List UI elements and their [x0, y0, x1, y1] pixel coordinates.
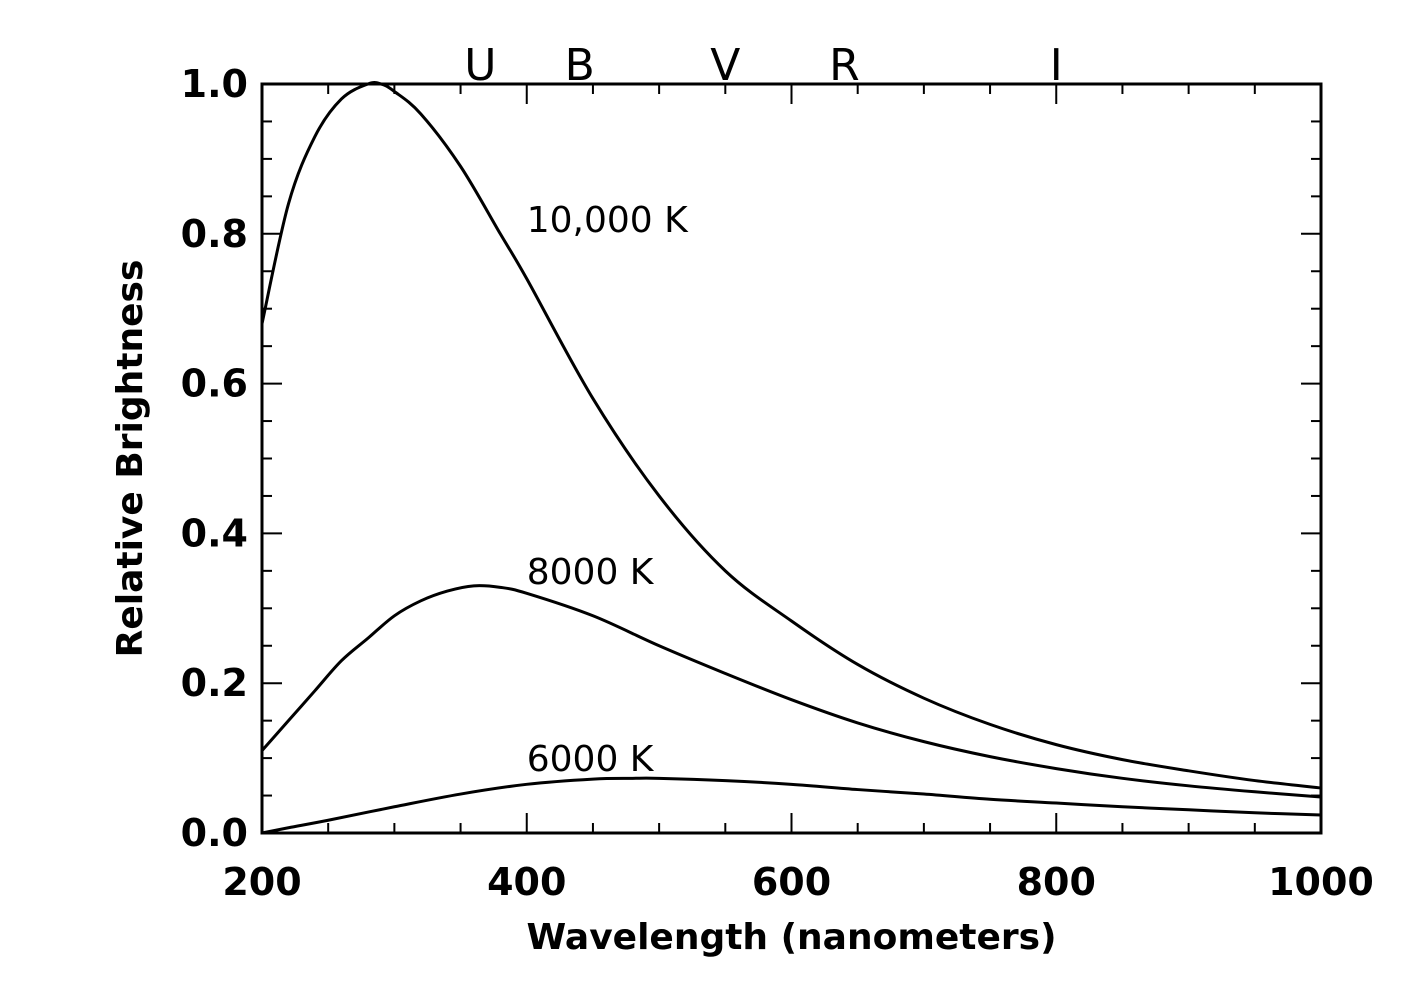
x-axis-title: Wavelength (nanometers): [526, 917, 1056, 958]
curves-layer: [260, 81, 1322, 835]
x-tick-label: 400: [487, 860, 566, 904]
y-axis-title: Relative Brightness: [110, 260, 151, 658]
plot-frame: [260, 82, 1323, 835]
series-line-0: [260, 81, 1322, 790]
series-line-2: [261, 776, 1322, 835]
series-label-0: 10,000 K: [527, 200, 689, 241]
y-tick-label: 0.4: [181, 511, 248, 555]
x-tick-label: 600: [752, 860, 831, 904]
band-label-i: I: [1050, 40, 1063, 91]
ticks-layer: [261, 83, 1322, 834]
series-label-1: 8000 K: [527, 552, 655, 593]
y-tick-label: 0.6: [181, 362, 248, 406]
y-tick-label: 0.2: [181, 661, 248, 705]
x-tick-label: 200: [222, 860, 301, 904]
series-line-1: [260, 584, 1322, 799]
x-tick-label: 800: [1017, 860, 1096, 904]
y-tick-label: 0.8: [181, 212, 248, 256]
y-tick-label: 0.0: [181, 811, 248, 855]
series-label-2: 6000 K: [527, 739, 655, 780]
y-tick-label: 1.0: [181, 62, 248, 106]
x-tick-label: 1000: [1268, 860, 1374, 904]
